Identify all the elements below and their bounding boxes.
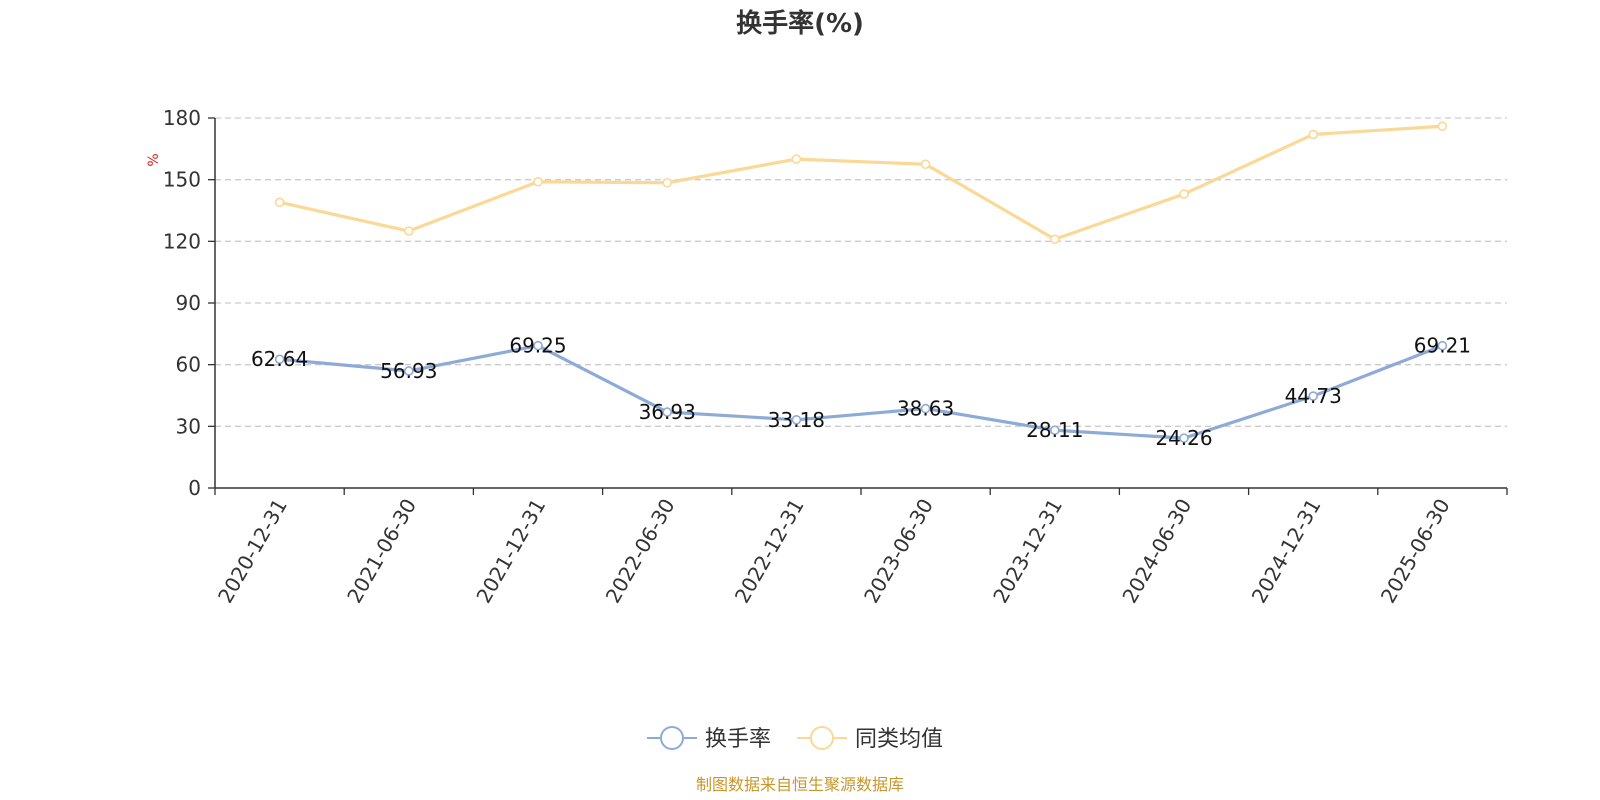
data-label: 56.93: [380, 359, 437, 383]
x-tick-label: 2021-06-30: [342, 495, 421, 608]
y-tick-label: 120: [163, 229, 201, 253]
x-tick-label: 2020-12-31: [213, 495, 292, 608]
y-tick-label: 30: [176, 414, 201, 438]
data-label: 36.93: [639, 400, 696, 424]
data-point[interactable]: [791, 414, 802, 425]
data-point[interactable]: [1308, 391, 1318, 401]
data-point[interactable]: [274, 197, 285, 208]
data-label: 38.63: [897, 397, 954, 421]
data-point[interactable]: [920, 403, 931, 414]
legend-label: 同类均值: [855, 727, 943, 752]
legend-circle-icon: [660, 726, 684, 750]
legend-label: 换手率: [705, 727, 771, 752]
y-tick-label: 90: [176, 291, 201, 315]
chart-title: 换手率(%): [736, 8, 864, 39]
legend-circle-icon: [810, 726, 834, 750]
x-tick-label: 2025-06-30: [1376, 495, 1455, 608]
x-tick-label: 2023-06-30: [859, 495, 938, 608]
x-tick-label: 2022-12-31: [730, 495, 809, 608]
series-lines: [274, 121, 1448, 443]
data-point[interactable]: [1179, 189, 1189, 199]
source-note: 制图数据来自恒生聚源数据库: [696, 775, 904, 794]
data-point[interactable]: [1437, 121, 1448, 132]
y-tick-label: 0: [188, 476, 201, 500]
data-point[interactable]: [791, 154, 802, 164]
data-point[interactable]: [1179, 433, 1189, 443]
data-point[interactable]: [1050, 234, 1060, 245]
data-point[interactable]: [403, 366, 414, 376]
data-point[interactable]: [662, 177, 673, 188]
axes: 0 30 60 90 120 150 180 2020-12-31 2021-06-30 2021…: [163, 106, 1508, 608]
y-tick-label: 60: [176, 353, 201, 377]
data-point[interactable]: [1437, 340, 1448, 351]
data-point[interactable]: [662, 407, 673, 417]
data-label: 69.25: [509, 334, 566, 358]
x-tick-label: 2023-12-31: [988, 495, 1067, 608]
x-tick-label: 2021-12-31: [471, 495, 550, 608]
y-tick-label: 180: [163, 106, 201, 130]
legend-item-1[interactable]: 同类均值: [797, 726, 943, 752]
data-label: 62.64: [251, 347, 308, 371]
legend-item-0[interactable]: 换手率: [647, 726, 771, 752]
data-point[interactable]: [1050, 425, 1060, 436]
x-tick-label: 2022-06-30: [601, 495, 680, 608]
series-line-0: [279, 344, 1443, 440]
x-tick-label: 2024-12-31: [1247, 495, 1326, 608]
data-point[interactable]: [533, 340, 543, 351]
y-axis-unit: %: [146, 153, 162, 166]
data-point[interactable]: [274, 354, 285, 365]
data-label: 69.21: [1414, 334, 1471, 358]
data-point[interactable]: [533, 176, 543, 187]
data-label: 44.73: [1285, 384, 1342, 408]
legend[interactable]: 换手率 同类均值: [647, 726, 943, 752]
series-line-1: [279, 124, 1443, 241]
grid-lines: [215, 117, 1507, 427]
data-point[interactable]: [1308, 129, 1318, 140]
data-label: 24.26: [1155, 426, 1212, 450]
data-labels: 62.64 56.93 69.25 36.93 33.18 38.63 28.11 24.26…: [251, 334, 1471, 450]
x-tick-label: 2024-06-30: [1117, 495, 1196, 608]
data-label: 28.11: [1026, 418, 1083, 442]
data-point[interactable]: [403, 226, 414, 236]
data-label: 33.18: [768, 408, 825, 432]
data-point[interactable]: [920, 159, 931, 170]
y-tick-label: 150: [163, 168, 201, 192]
